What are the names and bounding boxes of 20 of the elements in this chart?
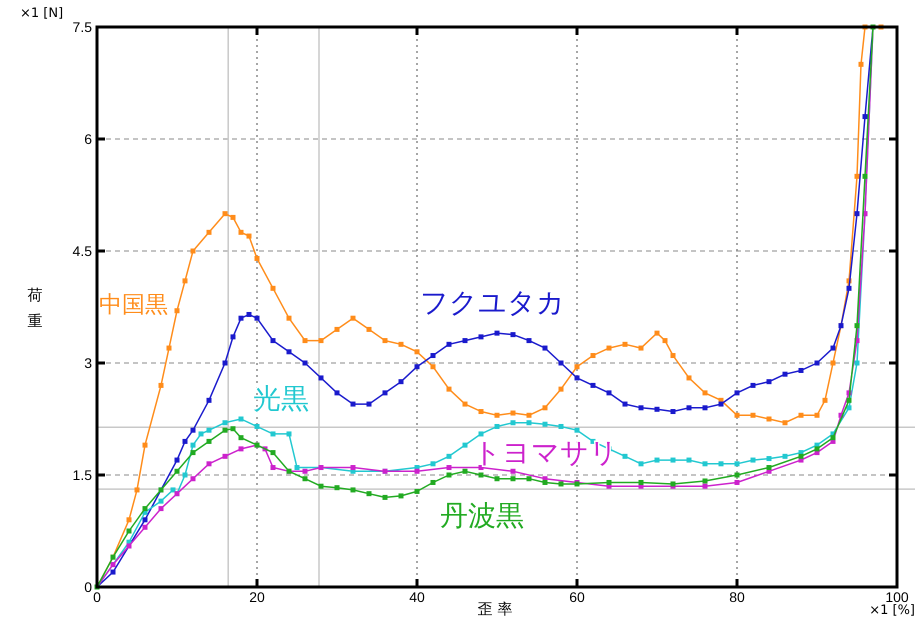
x-tick-label: 100	[885, 589, 909, 605]
series-label: 中国黒	[99, 292, 168, 318]
text: ×1 [%]	[869, 603, 915, 618]
x-tick-label: 40	[409, 589, 425, 605]
y-tick-label: 6	[84, 131, 92, 147]
series-label: 光黒	[253, 382, 309, 415]
x-tick-label: 60	[569, 589, 585, 605]
series-label: 丹波黒	[440, 499, 524, 532]
x-tick-label: 20	[249, 589, 265, 605]
y-axis-title: 荷重	[28, 286, 42, 330]
text: ×1 [N]	[20, 6, 64, 21]
y-tick-label: 7.5	[72, 19, 92, 35]
x-tick-label: 80	[729, 589, 745, 605]
series-label: トヨマサリ	[473, 436, 618, 469]
y-tick-label: 3	[84, 355, 92, 371]
y-tick-label: 4.5	[72, 243, 92, 259]
y-tick-label: 1.5	[72, 467, 92, 483]
y-tick-label: 0	[84, 579, 92, 595]
series-label: フクユタカ	[420, 286, 565, 319]
x-axis-title: 歪 率	[478, 600, 512, 618]
